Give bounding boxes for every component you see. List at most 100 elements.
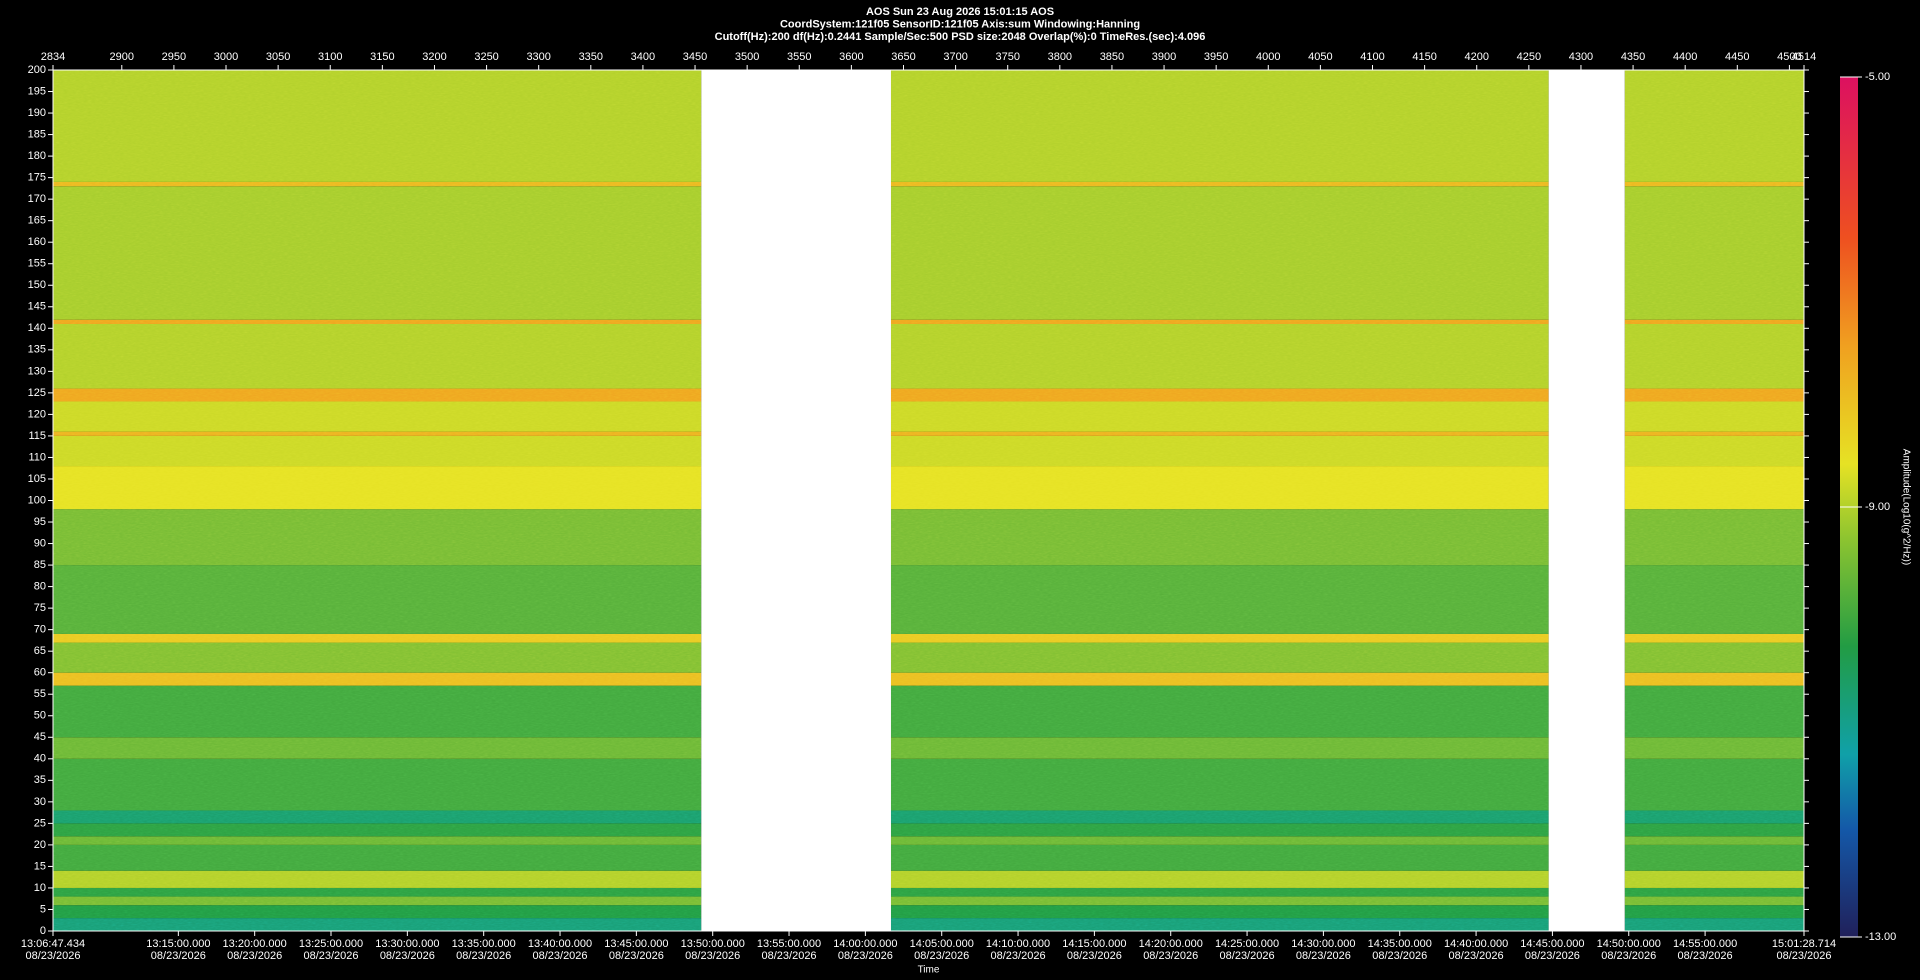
y-tick-label: 115 (28, 430, 46, 442)
y-tick-label: 165 (28, 215, 46, 227)
header-line: Cutoff(Hz):200 df(Hz):0.2441 Sample/Sec:… (715, 31, 1206, 43)
time-tick-date: 08/23/2026 (991, 950, 1046, 962)
time-tick-label: 15:01:28.714 (1772, 938, 1836, 950)
y-tick-label: 70 (34, 624, 46, 636)
time-tick-date: 08/23/2026 (914, 950, 969, 962)
y-tick-label: 35 (34, 774, 46, 786)
x-tick-label: 3200 (422, 51, 446, 63)
y-tick-label: 60 (34, 667, 46, 679)
x-tick-label: 2900 (110, 51, 134, 63)
time-tick-label: 13:45:00.000 (604, 938, 668, 950)
x-tick-label: 3650 (891, 51, 915, 63)
x-tick-label: 3100 (318, 51, 342, 63)
time-tick-label: 14:45:00.000 (1520, 938, 1584, 950)
x-tick-label: 4100 (1360, 51, 1384, 63)
x-tick-label: 3900 (1152, 51, 1176, 63)
time-tick-date: 08/23/2026 (151, 950, 206, 962)
x-tick-label: 4300 (1569, 51, 1593, 63)
y-tick-label: 185 (28, 128, 46, 140)
y-tick-label: 0 (40, 925, 46, 937)
y-tick-label: 130 (28, 365, 46, 377)
y-tick-label: 150 (28, 279, 46, 291)
time-tick-label: 13:20:00.000 (223, 938, 287, 950)
x-tick-label: 3600 (839, 51, 863, 63)
y-tick-label: 55 (34, 688, 46, 700)
x-tick-label: 2834 (41, 51, 65, 63)
time-tick-label: 14:40:00.000 (1444, 938, 1508, 950)
x-tick-label: 3000 (214, 51, 238, 63)
time-tick-label: 14:30:00.000 (1291, 938, 1355, 950)
time-tick-label: 13:50:00.000 (681, 938, 745, 950)
time-tick-label: 14:15:00.000 (1062, 938, 1126, 950)
y-tick-label: 40 (34, 753, 46, 765)
y-tick-label: 65 (34, 645, 46, 657)
data-gap (701, 70, 891, 931)
x-tick-label: 3300 (526, 51, 550, 63)
time-tick-label: 13:35:00.000 (452, 938, 516, 950)
time-tick-label: 13:40:00.000 (528, 938, 592, 950)
x-tick-label: 4050 (1308, 51, 1332, 63)
x-tick-label: 3450 (683, 51, 707, 63)
time-tick-label: 14:25:00.000 (1215, 938, 1279, 950)
y-tick-label: 10 (34, 882, 46, 894)
time-tick-date: 08/23/2026 (456, 950, 511, 962)
y-tick-label: 95 (34, 516, 46, 528)
time-tick-label: 13:55:00.000 (757, 938, 821, 950)
x-tick-label: 3550 (787, 51, 811, 63)
y-tick-label: 85 (34, 559, 46, 571)
y-tick-label: 195 (28, 85, 46, 97)
y-tick-label: 100 (28, 494, 46, 506)
x-tick-label: 3150 (370, 51, 394, 63)
time-tick-date: 08/23/2026 (227, 950, 282, 962)
time-tick-date: 08/23/2026 (838, 950, 893, 962)
x-tick-label: 4250 (1517, 51, 1541, 63)
x-tick-label: 2950 (162, 51, 186, 63)
time-tick-date: 08/23/2026 (1525, 950, 1580, 962)
x-tick-label: 3250 (474, 51, 498, 63)
y-tick-label: 140 (28, 322, 46, 334)
y-tick-label: 135 (28, 344, 46, 356)
x-tick-label: 3350 (579, 51, 603, 63)
y-tick-label: 30 (34, 796, 46, 808)
x-tick-label: 3800 (1048, 51, 1072, 63)
y-tick-label: 120 (28, 408, 46, 420)
y-tick-label: 175 (28, 172, 46, 184)
time-tick-label: 14:55:00.000 (1673, 938, 1737, 950)
time-tick-label: 13:25:00.000 (299, 938, 363, 950)
time-tick-date: 08/23/2026 (532, 950, 587, 962)
noise-texture (890, 70, 1549, 931)
header-line: CoordSystem:121f05 SensorID:121f05 Axis:… (780, 18, 1140, 30)
y-tick-label: 80 (34, 581, 46, 593)
time-tick-label: 13:06:47.434 (21, 938, 85, 950)
y-tick-label: 75 (34, 602, 46, 614)
y-tick-label: 15 (34, 860, 46, 872)
y-tick-label: 200 (28, 64, 46, 76)
x-tick-label: 3850 (1100, 51, 1124, 63)
y-tick-label: 180 (28, 150, 46, 162)
time-tick-label: 13:30:00.000 (375, 938, 439, 950)
time-tick-date: 08/23/2026 (1372, 950, 1427, 962)
y-tick-label: 90 (34, 537, 46, 549)
colorbar-label: Amplitude(Log10(g^2/Hz)) (1900, 449, 1911, 565)
time-tick-date: 08/23/2026 (25, 950, 80, 962)
x-tick-label: 4350 (1621, 51, 1645, 63)
colorbar-tick-label: -5.00 (1865, 71, 1890, 83)
x-tick-label: 4000 (1256, 51, 1280, 63)
y-tick-label: 110 (28, 451, 46, 463)
x-tick-label: 3050 (266, 51, 290, 63)
x-tick-label: 4400 (1673, 51, 1697, 63)
time-tick-label: 14:50:00.000 (1597, 938, 1661, 950)
y-tick-label: 170 (28, 193, 46, 205)
y-tick-label: 155 (28, 258, 46, 270)
noise-texture (1624, 70, 1804, 931)
time-tick-date: 08/23/2026 (1449, 950, 1504, 962)
time-tick-label: 14:20:00.000 (1139, 938, 1203, 950)
time-tick-date: 08/23/2026 (1776, 950, 1831, 962)
x-tick-label: 4200 (1464, 51, 1488, 63)
y-tick-label: 50 (34, 710, 46, 722)
time-tick-date: 08/23/2026 (1296, 950, 1351, 962)
x-tick-label: 3700 (943, 51, 967, 63)
time-tick-date: 08/23/2026 (685, 950, 740, 962)
y-tick-label: 125 (28, 387, 46, 399)
